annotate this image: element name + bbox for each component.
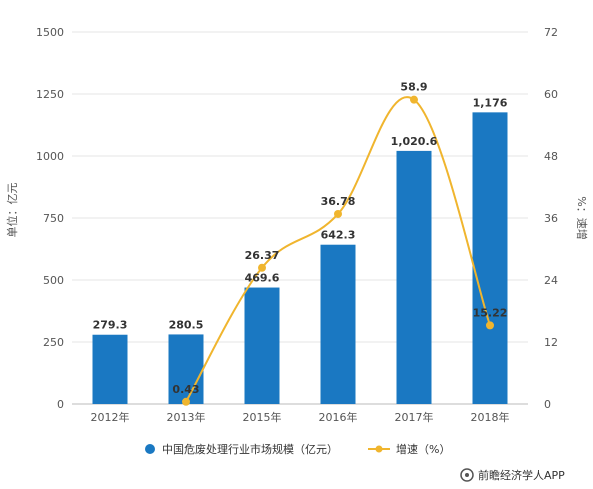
y-tick-label: 500 — [43, 274, 64, 287]
y2-tick-label: 0 — [544, 398, 551, 411]
growth-value-label: 15.22 — [473, 306, 508, 319]
bar — [244, 287, 280, 404]
x-tick-label: 2017年 — [395, 410, 434, 424]
y2-tick-label: 36 — [544, 212, 558, 225]
legend-bar-marker — [145, 444, 155, 454]
x-axis-ticks: 2012年 2013年 2015年 2016年 2017年 2018年 — [91, 410, 510, 424]
growth-point — [334, 209, 342, 218]
y-tick-label: 1000 — [36, 150, 64, 163]
line-series — [182, 95, 494, 406]
bar — [396, 150, 432, 404]
bar-value-label: 642.3 — [321, 229, 356, 242]
y2-tick-label: 72 — [544, 26, 558, 39]
x-tick-label: 2012年 — [91, 410, 130, 424]
y2-tick-label: 48 — [544, 150, 558, 163]
growth-value-label: 0.43 — [172, 383, 199, 396]
growth-value-label: 36.78 — [321, 195, 356, 208]
bar-value-label: 280.5 — [169, 318, 204, 331]
bar-value-label: 1,176 — [473, 96, 508, 109]
bar-value-label: 1,020.6 — [391, 135, 438, 148]
y2-axis-ticks: 0 12 24 36 48 60 72 — [544, 26, 558, 411]
grid-lines — [72, 31, 528, 405]
source-logo-icon — [460, 468, 474, 482]
y-tick-label: 750 — [43, 212, 64, 225]
y-tick-label: 250 — [43, 336, 64, 349]
y-axis-label: 单位：亿元 — [5, 183, 19, 238]
y-tick-label: 1500 — [36, 26, 64, 39]
x-tick-label: 2013年 — [167, 410, 206, 424]
growth-value-label: 26.37 — [245, 249, 280, 262]
growth-line — [185, 96, 491, 403]
source-logo-icon-dot — [465, 473, 469, 477]
x-tick-label: 2015年 — [243, 410, 282, 424]
x-tick-label: 2018年 — [471, 410, 510, 424]
bar — [320, 244, 356, 404]
source-text: 前瞻经济学人APP — [478, 468, 565, 482]
legend-line-label: 增速（%） — [396, 442, 450, 456]
y-tick-label: 0 — [57, 398, 64, 411]
bar-value-label: 279.3 — [93, 319, 128, 332]
growth-point — [486, 321, 494, 330]
source-note: 前瞻经济学人APP — [460, 468, 565, 482]
y2-tick-label: 24 — [544, 274, 558, 287]
y2-axis-label: %：速增 — [575, 196, 589, 239]
growth-value-label: 58.9 — [400, 81, 427, 94]
data-labels: 279.3 280.5 469.6 642.3 1,020.6 1,176 0.43 26.3… — [93, 81, 508, 396]
legend: 中国危废处理行业市场规模（亿元） 增速（%） — [145, 442, 450, 456]
x-tick-label: 2016年 — [319, 410, 358, 424]
bar — [92, 334, 128, 404]
y2-tick-label: 60 — [544, 88, 558, 101]
y-tick-label: 1250 — [36, 88, 64, 101]
growth-point — [410, 95, 418, 104]
legend-bar-label: 中国危废处理行业市场规模（亿元） — [162, 442, 338, 456]
bar-value-label: 469.6 — [245, 272, 280, 285]
bar — [168, 334, 204, 404]
y-axis-ticks: 0 250 500 750 1000 1250 1500 — [36, 26, 64, 411]
growth-point — [182, 397, 190, 406]
growth-point — [258, 263, 266, 272]
bar — [472, 112, 508, 405]
legend-line-dot — [375, 445, 383, 453]
y2-tick-label: 12 — [544, 336, 558, 349]
bar-series — [92, 112, 508, 405]
